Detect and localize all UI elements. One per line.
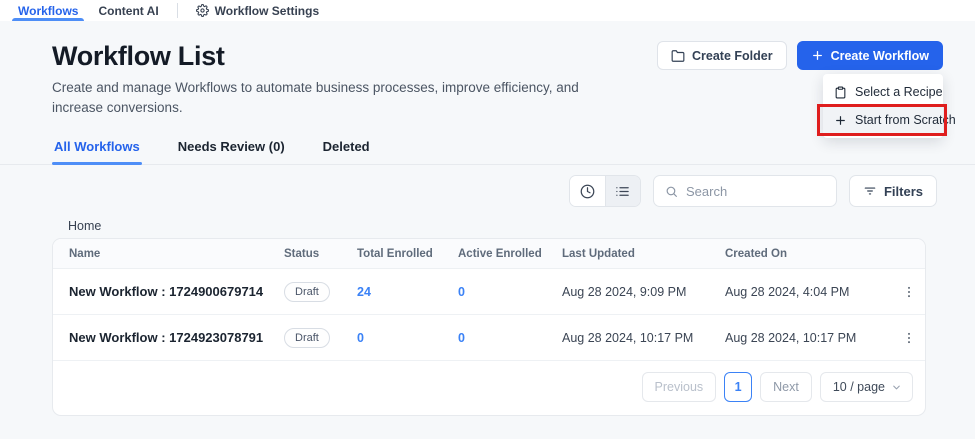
topnav-tab-content-ai-label: Content AI xyxy=(98,3,159,18)
workflow-name[interactable]: New Workflow : 1724900679714 xyxy=(69,284,264,300)
menu-item-start-from-scratch-label: Start from Scratch xyxy=(855,113,956,127)
created-on-value: Aug 28 2024, 4:04 PM xyxy=(725,284,850,299)
page-size-select[interactable]: 10 / page xyxy=(819,372,913,403)
total-enrolled-link[interactable]: 0 xyxy=(357,330,364,345)
previous-page-button[interactable]: Previous xyxy=(641,372,717,403)
filter-icon xyxy=(863,184,877,198)
main-content: Workflow List Create and manage Workflow… xyxy=(0,21,975,439)
active-enrolled-link[interactable]: 0 xyxy=(458,284,465,299)
status-cell: Draft xyxy=(284,281,357,302)
create-workflow-button[interactable]: Create Workflow xyxy=(796,41,943,70)
page-number-button[interactable]: 1 xyxy=(724,372,753,403)
column-header-total-enrolled: Total Enrolled xyxy=(357,247,433,260)
workflow-settings-button[interactable]: Workflow Settings xyxy=(186,0,329,21)
active-enrolled-link[interactable]: 0 xyxy=(458,330,465,345)
page-subtitle: Create and manage Workflows to automate … xyxy=(52,80,579,115)
next-page-button[interactable]: Next xyxy=(760,372,812,403)
gear-icon xyxy=(195,4,209,17)
recipe-icon xyxy=(834,86,847,99)
pagination: Previous 1 Next 10 / page xyxy=(53,361,925,415)
tab-needs-review-label: Needs Review (0) xyxy=(177,139,285,155)
top-navigation: Workflows Content AI Workflow Settings xyxy=(0,0,975,21)
search-input[interactable] xyxy=(685,183,825,199)
table-row[interactable]: New Workflow : 1724923078791 Draft 0 0 A… xyxy=(53,315,925,362)
history-view-button[interactable] xyxy=(569,176,605,207)
search-icon xyxy=(665,185,678,198)
tab-deleted[interactable]: Deleted xyxy=(321,133,372,164)
status-cell: Draft xyxy=(284,327,357,348)
header-actions: Create Folder Create Workflow Select a R… xyxy=(657,41,956,138)
page-header-text: Workflow List Create and manage Workflow… xyxy=(52,41,597,117)
page-title: Workflow List xyxy=(52,41,225,71)
topnav-tab-workflows[interactable]: Workflows xyxy=(8,0,88,21)
column-header-active-enrolled: Active Enrolled xyxy=(458,247,542,260)
page-size-label: 10 / page xyxy=(832,380,885,395)
view-toggle xyxy=(568,175,641,208)
filters-button[interactable]: Filters xyxy=(848,175,937,208)
create-folder-button[interactable]: Create Folder xyxy=(657,41,787,70)
row-actions-kebab-icon[interactable] xyxy=(898,327,920,349)
tab-deleted-label: Deleted xyxy=(322,139,370,155)
column-header-status: Status xyxy=(284,247,320,260)
workflow-table-card: Name Status Total Enrolled Active Enroll… xyxy=(52,238,926,417)
topnav-divider xyxy=(176,3,178,18)
status-badge: Draft xyxy=(284,327,330,348)
topnav-tab-content-ai[interactable]: Content AI xyxy=(88,0,168,21)
total-enrolled-link[interactable]: 24 xyxy=(357,284,371,299)
table-header-row: Name Status Total Enrolled Active Enroll… xyxy=(53,239,925,270)
topnav-tab-workflows-label: Workflows xyxy=(18,3,79,18)
menu-item-start-from-scratch[interactable]: Start from Scratch xyxy=(817,104,956,136)
page-header: Workflow List Create and manage Workflow… xyxy=(0,21,975,138)
plus-icon xyxy=(811,49,824,62)
filters-label: Filters xyxy=(883,183,923,199)
workflow-settings-label: Workflow Settings xyxy=(214,3,320,18)
workflow-name[interactable]: New Workflow : 1724923078791 xyxy=(69,330,264,346)
chevron-down-icon xyxy=(891,382,902,393)
status-badge: Draft xyxy=(284,281,330,302)
create-workflow-menu: Select a Recipe Start from Scratch xyxy=(817,74,956,138)
tab-all-workflows[interactable]: All Workflows xyxy=(52,133,142,166)
tab-needs-review[interactable]: Needs Review (0) xyxy=(176,133,287,164)
column-header-name: Name xyxy=(69,247,101,260)
list-view-button[interactable] xyxy=(604,176,640,207)
breadcrumb[interactable]: Home xyxy=(68,219,102,234)
column-header-created-on: Created On xyxy=(725,247,787,260)
list-toolbar: Filters xyxy=(0,175,937,208)
clock-icon xyxy=(580,184,595,199)
workflow-list-tabs: All Workflows Needs Review (0) Deleted xyxy=(0,133,975,166)
list-view-icon xyxy=(615,184,630,199)
folder-icon xyxy=(671,49,685,63)
last-updated-value: Aug 28 2024, 10:17 PM xyxy=(562,330,694,345)
plus-icon xyxy=(834,114,847,127)
search-box xyxy=(652,175,837,208)
column-header-last-updated: Last Updated xyxy=(562,247,635,260)
table-row[interactable]: New Workflow : 1724900679714 Draft 24 0 … xyxy=(53,269,925,316)
menu-item-select-recipe[interactable]: Select a Recipe xyxy=(823,78,943,106)
create-folder-label: Create Folder xyxy=(692,48,773,63)
row-actions-kebab-icon[interactable] xyxy=(898,281,920,303)
menu-item-select-recipe-label: Select a Recipe xyxy=(855,85,943,99)
last-updated-value: Aug 28 2024, 9:09 PM xyxy=(562,284,687,299)
tab-all-workflows-label: All Workflows xyxy=(54,139,140,155)
create-workflow-label: Create Workflow xyxy=(830,48,929,63)
created-on-value: Aug 28 2024, 10:17 PM xyxy=(725,330,857,345)
